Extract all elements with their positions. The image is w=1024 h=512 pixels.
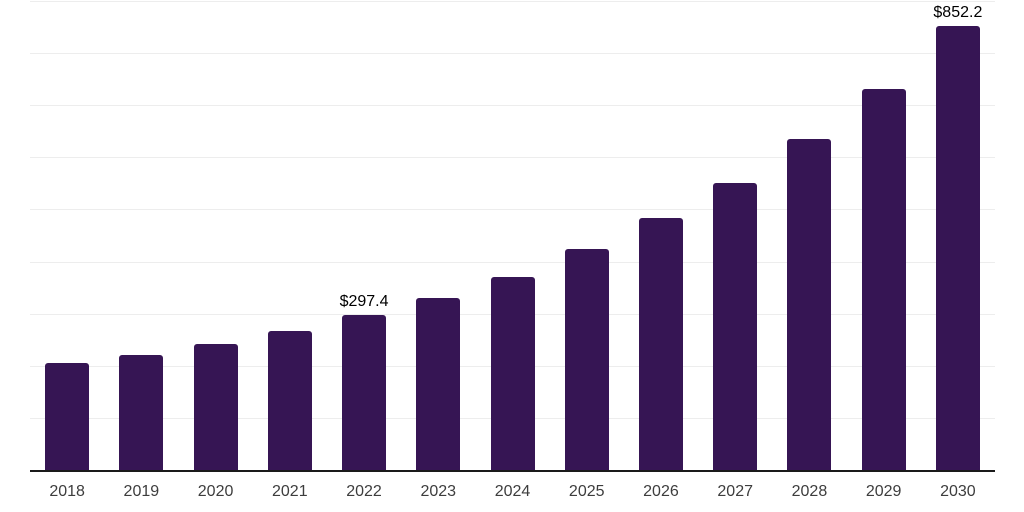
gridline-400	[30, 262, 995, 263]
bar-2020	[194, 344, 238, 470]
bar-2028	[787, 139, 831, 470]
x-tick-2022: 2022	[346, 483, 382, 500]
x-tick-2020: 2020	[197, 483, 234, 500]
gridline-900	[30, 1, 995, 2]
x-tick-2025: 2025	[568, 483, 605, 500]
x-tick-2029: 2029	[865, 483, 902, 500]
x-tick-2019: 2019	[123, 483, 160, 500]
bar-2027	[713, 183, 757, 470]
bar-2030	[936, 26, 980, 470]
x-tick-2024: 2024	[494, 483, 531, 500]
x-tick-2027: 2027	[717, 483, 753, 500]
bar-2026	[639, 218, 683, 470]
gridline-800	[30, 53, 995, 54]
bar-2029	[862, 89, 906, 470]
x-tick-2021: 2021	[272, 483, 308, 500]
data-label-2030: $852.2	[933, 4, 983, 21]
bar-2021	[268, 331, 312, 470]
gridline-600	[30, 157, 995, 158]
bar-2024	[491, 277, 535, 470]
bar-2025	[565, 249, 609, 470]
bar-2018	[45, 363, 89, 470]
x-tick-2026: 2026	[643, 483, 679, 500]
x-tick-2030: 2030	[940, 483, 976, 500]
x-tick-2028: 2028	[791, 483, 828, 500]
x-tick-2023: 2023	[420, 483, 457, 500]
gridline-500	[30, 209, 995, 210]
x-tick-2018: 2018	[49, 483, 85, 500]
bar-2023	[416, 298, 460, 470]
data-label-2022: $297.4	[339, 293, 389, 310]
bar-2022	[342, 315, 386, 470]
bar-2019	[119, 355, 163, 470]
gridline-700	[30, 105, 995, 106]
x-axis-line	[30, 470, 995, 472]
